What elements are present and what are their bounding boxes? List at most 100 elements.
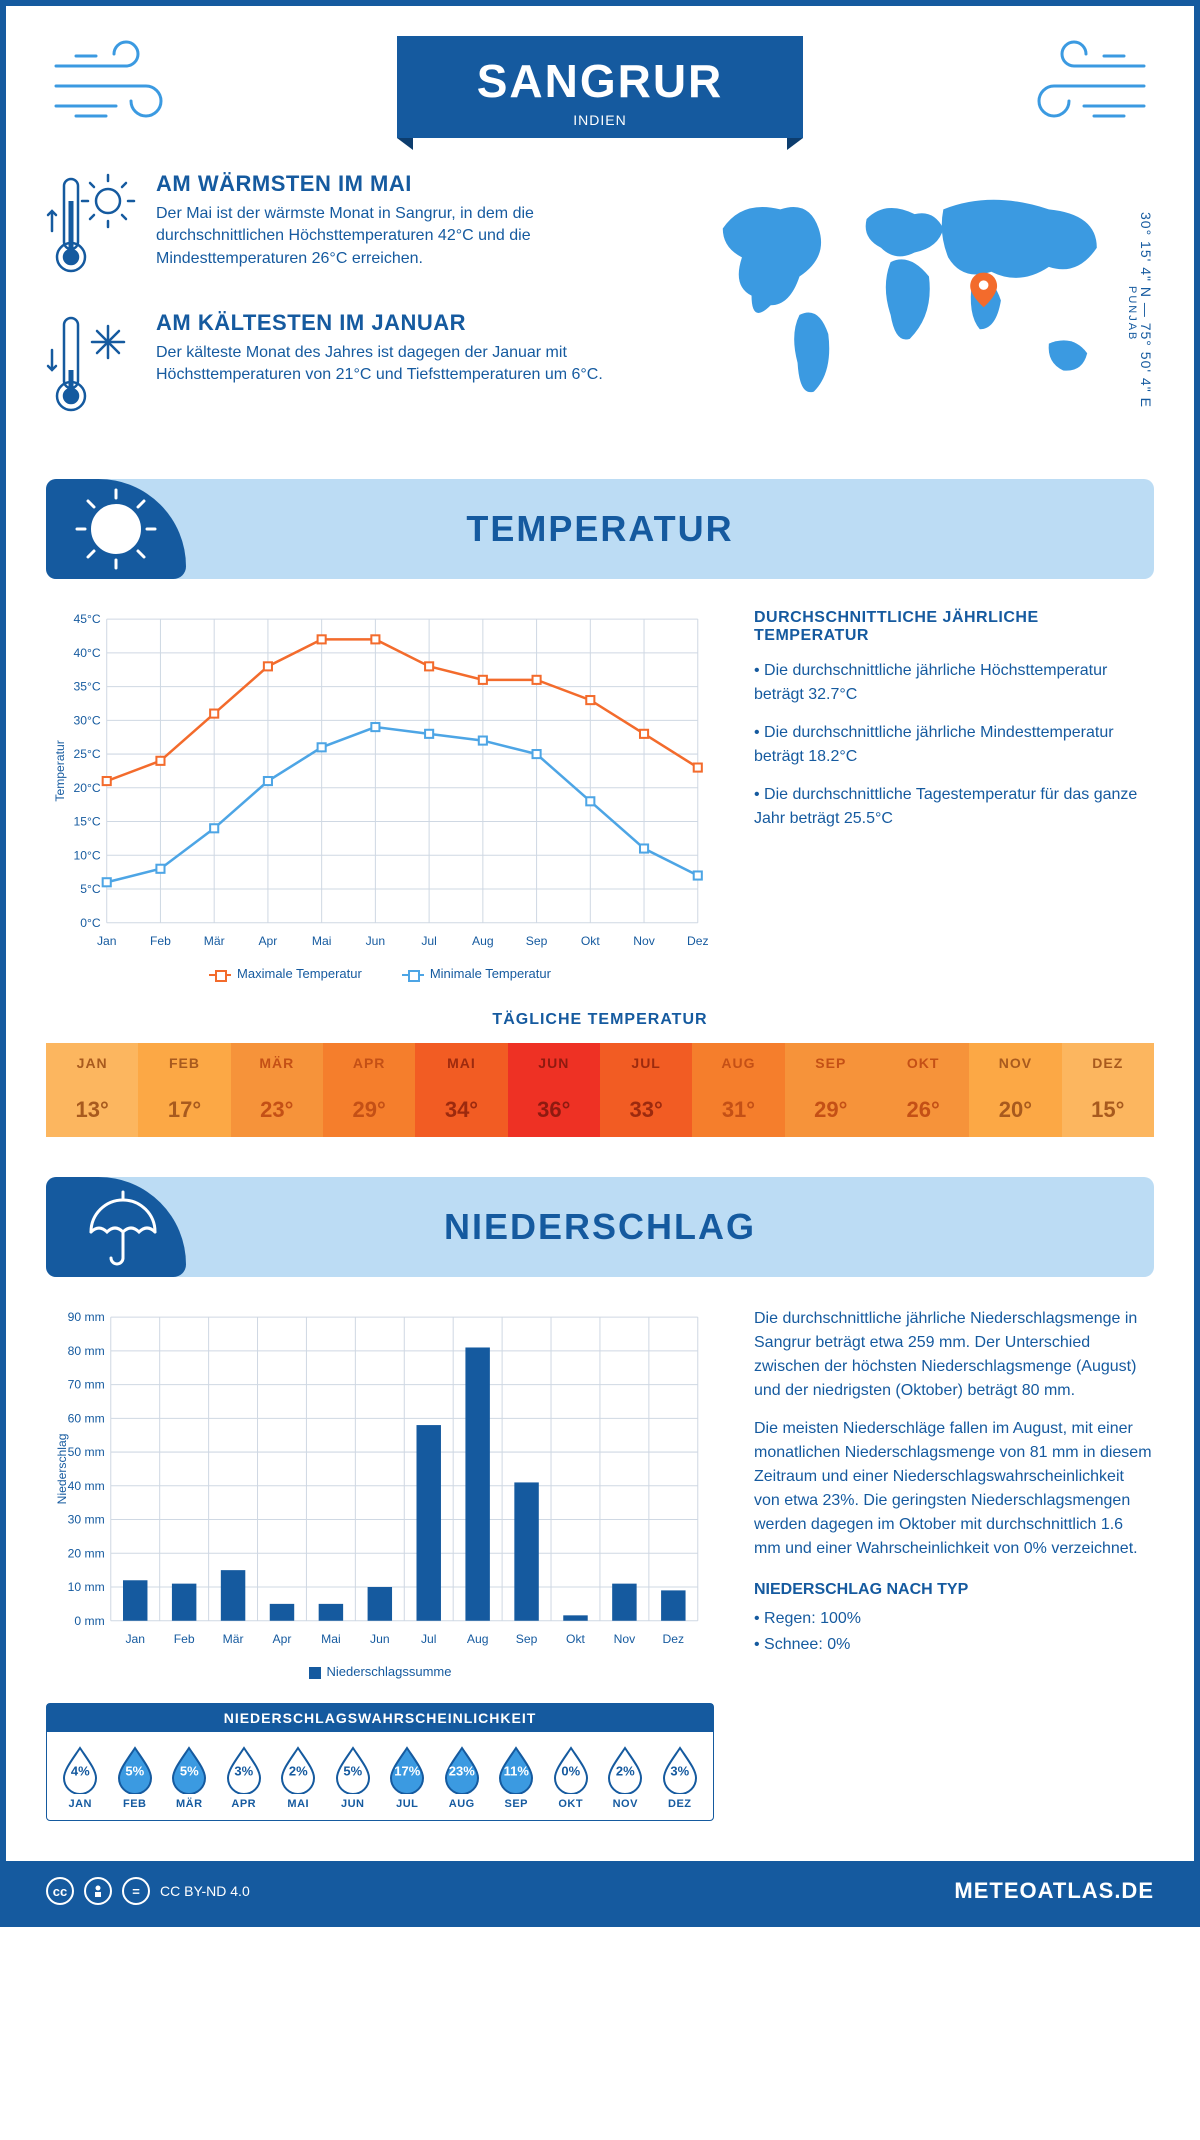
svg-text:Feb: Feb: [174, 1632, 195, 1646]
temp-side-heading: DURCHSCHNITTLICHE JÄHRLICHE TEMPERATUR: [754, 609, 1154, 645]
prob-cell: 5% MÄR: [162, 1744, 217, 1810]
svg-text:Temperatur: Temperatur: [53, 740, 67, 801]
svg-text:10 mm: 10 mm: [68, 1580, 105, 1594]
svg-text:0°C: 0°C: [80, 916, 101, 930]
temp-cell: JAN 13°: [46, 1043, 138, 1137]
legend-min: Minimale Temperatur: [402, 966, 551, 981]
section-header-precipitation: NIEDERSCHLAG: [46, 1177, 1154, 1277]
title-banner: SANGRUR INDIEN: [397, 36, 804, 138]
svg-text:0 mm: 0 mm: [74, 1614, 104, 1628]
coldest-title: AM KÄLTESTEN IM JANUAR: [156, 310, 654, 336]
svg-text:Feb: Feb: [150, 934, 171, 948]
temp-cell: OKT 26°: [877, 1043, 969, 1137]
svg-text:Aug: Aug: [467, 1632, 489, 1646]
warmest-block: AM WÄRMSTEN IM MAI Der Mai ist der wärms…: [46, 171, 654, 286]
svg-text:Sep: Sep: [516, 1632, 538, 1646]
svg-text:Jan: Jan: [97, 934, 117, 948]
site-name: METEOATLAS.DE: [954, 1878, 1154, 1904]
svg-text:Okt: Okt: [566, 1632, 585, 1646]
svg-text:Dez: Dez: [663, 1632, 685, 1646]
svg-text:90 mm: 90 mm: [68, 1310, 105, 1324]
header-row: SANGRUR INDIEN: [46, 36, 1154, 141]
temp-cell: MÄR 23°: [231, 1043, 323, 1137]
prob-cell: 3% APR: [217, 1744, 272, 1810]
svg-text:Okt: Okt: [581, 934, 600, 948]
sun-icon: [46, 479, 186, 579]
page-title: SANGRUR: [477, 54, 724, 108]
svg-text:50 mm: 50 mm: [68, 1445, 105, 1459]
svg-text:Nov: Nov: [633, 934, 655, 948]
temp-side-b2: • Die durchschnittliche jährliche Mindes…: [754, 721, 1154, 769]
legend-max: Maximale Temperatur: [209, 966, 362, 981]
coldest-text: Der kälteste Monat des Jahres ist dagege…: [156, 342, 654, 387]
svg-text:Mai: Mai: [321, 1632, 341, 1646]
temp-cell: MAI 34°: [415, 1043, 507, 1137]
svg-text:Mai: Mai: [312, 934, 332, 948]
temp-cell: SEP 29°: [785, 1043, 877, 1137]
prob-cell: 4% JAN: [53, 1744, 108, 1810]
section-header-temperature: TEMPERATUR: [46, 479, 1154, 579]
svg-text:60 mm: 60 mm: [68, 1411, 105, 1425]
prob-cell: 0% OKT: [544, 1744, 599, 1810]
svg-text:Niederschlag: Niederschlag: [55, 1434, 69, 1505]
temp-side-b3: • Die durchschnittliche Tagestemperatur …: [754, 783, 1154, 831]
section-title-temperature: TEMPERATUR: [186, 508, 1014, 550]
temp-cell: FEB 17°: [138, 1043, 230, 1137]
cc-icon: cc: [46, 1877, 74, 1905]
warmest-text: Der Mai ist der wärmste Monat in Sangrur…: [156, 203, 654, 270]
temp-cell: JUN 36°: [508, 1043, 600, 1137]
svg-text:10°C: 10°C: [74, 848, 101, 862]
svg-text:35°C: 35°C: [74, 680, 101, 694]
precip-type-rain: • Regen: 100%: [754, 1607, 1154, 1631]
svg-text:45°C: 45°C: [74, 612, 101, 626]
precip-p1: Die durchschnittliche jährliche Niedersc…: [754, 1307, 1154, 1403]
svg-text:40°C: 40°C: [74, 646, 101, 660]
svg-text:Jun: Jun: [366, 934, 386, 948]
svg-text:Aug: Aug: [472, 934, 494, 948]
daily-temp-table: JAN 13° FEB 17° MÄR 23° APR 29° MAI 34° …: [46, 1043, 1154, 1137]
prob-cell: 11% SEP: [489, 1744, 544, 1810]
footer: cc = CC BY-ND 4.0 METEOATLAS.DE: [6, 1861, 1194, 1921]
umbrella-icon: [46, 1177, 186, 1277]
svg-text:Mär: Mär: [223, 1632, 244, 1646]
coordinates: 30° 15' 4" N — 75° 50' 4" E PUNJAB: [1126, 171, 1154, 449]
svg-text:80 mm: 80 mm: [68, 1344, 105, 1358]
bar-legend: Niederschlagssumme: [46, 1664, 714, 1679]
svg-text:20°C: 20°C: [74, 781, 101, 795]
coldest-block: AM KÄLTESTEN IM JANUAR Der kälteste Mona…: [46, 310, 654, 425]
wind-icon-left: [46, 36, 186, 141]
svg-text:70 mm: 70 mm: [68, 1378, 105, 1392]
svg-text:Nov: Nov: [614, 1632, 636, 1646]
svg-text:Apr: Apr: [273, 1632, 292, 1646]
svg-text:15°C: 15°C: [74, 815, 101, 829]
license-text: CC BY-ND 4.0: [160, 1883, 250, 1899]
region-text: PUNJAB: [1126, 179, 1138, 449]
temp-cell: NOV 20°: [969, 1043, 1061, 1137]
svg-text:Jul: Jul: [421, 1632, 437, 1646]
temp-cell: AUG 31°: [692, 1043, 784, 1137]
temp-cell: JUL 33°: [600, 1043, 692, 1137]
svg-text:30 mm: 30 mm: [68, 1513, 105, 1527]
svg-text:Sep: Sep: [526, 934, 548, 948]
temp-cell: DEZ 15°: [1062, 1043, 1154, 1137]
wind-icon-right: [1014, 36, 1154, 141]
svg-text:5°C: 5°C: [80, 882, 101, 896]
probability-box: NIEDERSCHLAGSWAHRSCHEINLICHKEIT 4% JAN 5…: [46, 1703, 714, 1821]
daily-temp-heading: TÄGLICHE TEMPERATUR: [46, 1011, 1154, 1029]
thermometer-sun-icon: [46, 171, 136, 286]
thermometer-snow-icon: [46, 310, 136, 425]
probability-title: NIEDERSCHLAGSWAHRSCHEINLICHKEIT: [47, 1704, 713, 1732]
prob-cell: 5% FEB: [108, 1744, 163, 1810]
prob-cell: 5% JUN: [326, 1744, 381, 1810]
svg-text:Apr: Apr: [258, 934, 277, 948]
precipitation-bar-chart: 0 mm10 mm20 mm30 mm40 mm50 mm60 mm70 mm8…: [46, 1307, 714, 1679]
svg-text:40 mm: 40 mm: [68, 1479, 105, 1493]
svg-text:30°C: 30°C: [74, 713, 101, 727]
precip-p2: Die meisten Niederschläge fallen im Augu…: [754, 1417, 1154, 1561]
temperature-line-chart: 0°C5°C10°C15°C20°C25°C30°C35°C40°C45°CJa…: [46, 609, 714, 981]
precip-bytype-heading: NIEDERSCHLAG NACH TYP: [754, 1581, 1154, 1599]
page-subtitle: INDIEN: [477, 112, 724, 128]
temp-cell: APR 29°: [323, 1043, 415, 1137]
svg-text:Jan: Jan: [125, 1632, 145, 1646]
section-title-precipitation: NIEDERSCHLAG: [186, 1206, 1014, 1248]
